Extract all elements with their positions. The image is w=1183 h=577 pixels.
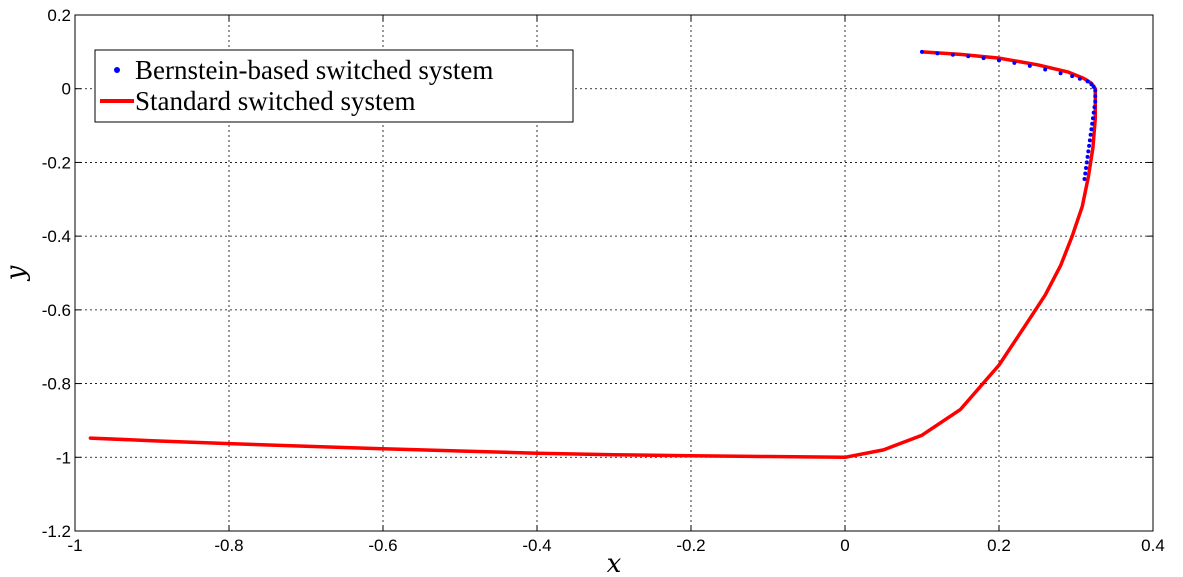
data-point [1083,171,1088,176]
x-axis-label: x [607,549,622,577]
data-point [1027,63,1032,68]
data-point [1090,116,1095,121]
legend-label-bernstein: Bernstein-based switched system [135,55,493,85]
y-tick-label: 0 [62,80,71,99]
data-point [1043,67,1048,72]
data-point [1089,127,1094,132]
data-point [1085,79,1090,84]
y-tick-label: -0.2 [42,153,71,172]
data-point [1077,76,1082,81]
legend: Bernstein-based switched system Standard… [94,49,574,123]
x-tick-label: -0.4 [522,536,551,555]
series-layer [88,49,1098,460]
data-point [966,54,971,59]
data-point [1058,71,1063,76]
data-point [1012,60,1017,65]
data-point [1089,82,1094,87]
legend-marker-bernstein [114,67,120,73]
data-point [1086,149,1091,154]
data-point [1082,177,1087,182]
data-point [1091,84,1096,89]
data-point [1090,121,1095,126]
x-tick-label: -1 [67,536,82,555]
series-standard-switched-system [88,50,1098,460]
plot-frame [74,14,1154,532]
y-tick-label: -1.2 [42,522,71,541]
data-point [1084,165,1089,170]
data-point [1093,88,1098,93]
legend-box [94,49,574,123]
data-point [1091,110,1096,115]
x-tick-label: 0.2 [987,536,1011,555]
y-tick-label: 0.2 [47,6,71,25]
y-tick-label: -1 [56,448,71,467]
y-tick-label: -0.6 [42,301,71,320]
data-point [1088,132,1093,137]
data-point [1093,99,1098,104]
data-point [997,58,1001,63]
y-tick-label: -0.4 [42,227,71,246]
data-point [1093,94,1098,99]
y-axis-label: y [1,265,31,281]
legend-label-standard: Standard switched system [135,86,415,116]
data-point [1070,74,1075,79]
data-point [950,52,955,57]
x-tick-label: 0.4 [1141,536,1165,555]
x-tick-label: -0.6 [368,536,397,555]
x-tick-label: -0.2 [676,536,705,555]
data-point [1092,105,1097,110]
axis-ticks: -1 -0.8 -0.6 -0.4 -0.2 0 0.2 0.4-1.2-1-0.8-0.6-… [42,6,1165,555]
data-point [1084,160,1089,165]
data-point [1087,138,1092,143]
y-tick-label: -0.8 [42,375,71,394]
data-point [935,51,940,56]
x-tick-label: -0.8 [214,536,243,555]
data-point [1085,154,1090,159]
data-point [920,49,924,54]
x-tick-label: 0 [840,536,849,555]
data-point [1087,143,1092,148]
data-point [981,56,986,61]
series-bernstein-switched-system [920,49,1098,182]
